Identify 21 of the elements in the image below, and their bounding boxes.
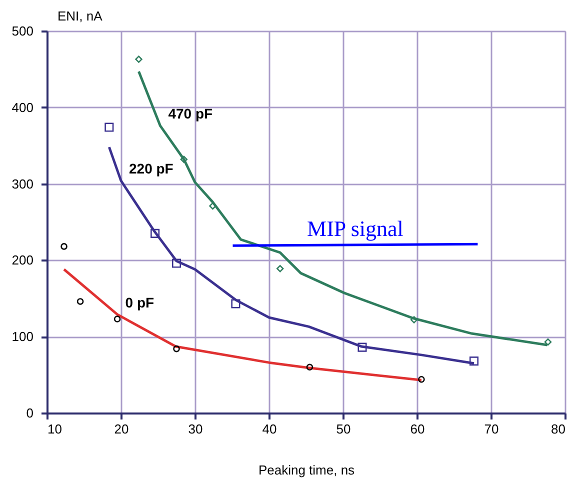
x-tick-label: 70 — [484, 422, 499, 436]
y-tick-label: 300 — [12, 176, 34, 192]
x-tick-label: 50 — [336, 422, 351, 436]
line-series — [62, 268, 423, 382]
y-tick-label: 100 — [12, 329, 34, 344]
x-tick-label: 30 — [188, 422, 203, 436]
x-tick-label: 20 — [114, 422, 129, 436]
y-tick-label: 400 — [12, 100, 34, 115]
x-tick-label: 60 — [410, 422, 425, 436]
series-label: MIP signal — [307, 216, 404, 242]
y-tick-label: 200 — [12, 252, 34, 268]
series-label: 470 pF — [168, 106, 214, 122]
series-label: 220 pF — [129, 160, 174, 177]
y-axis-title: ENI, nA — [58, 8, 103, 24]
x-tick-label: 80 — [551, 422, 566, 436]
x-axis-title: Peaking time, ns — [258, 462, 356, 478]
series-label: 0 pF — [125, 294, 155, 310]
y-tick-label: 0 — [26, 406, 34, 420]
x-tick-label: 10 — [48, 422, 62, 436]
x-tick-label: 40 — [262, 422, 277, 436]
y-tick-label: 500 — [12, 24, 34, 38]
